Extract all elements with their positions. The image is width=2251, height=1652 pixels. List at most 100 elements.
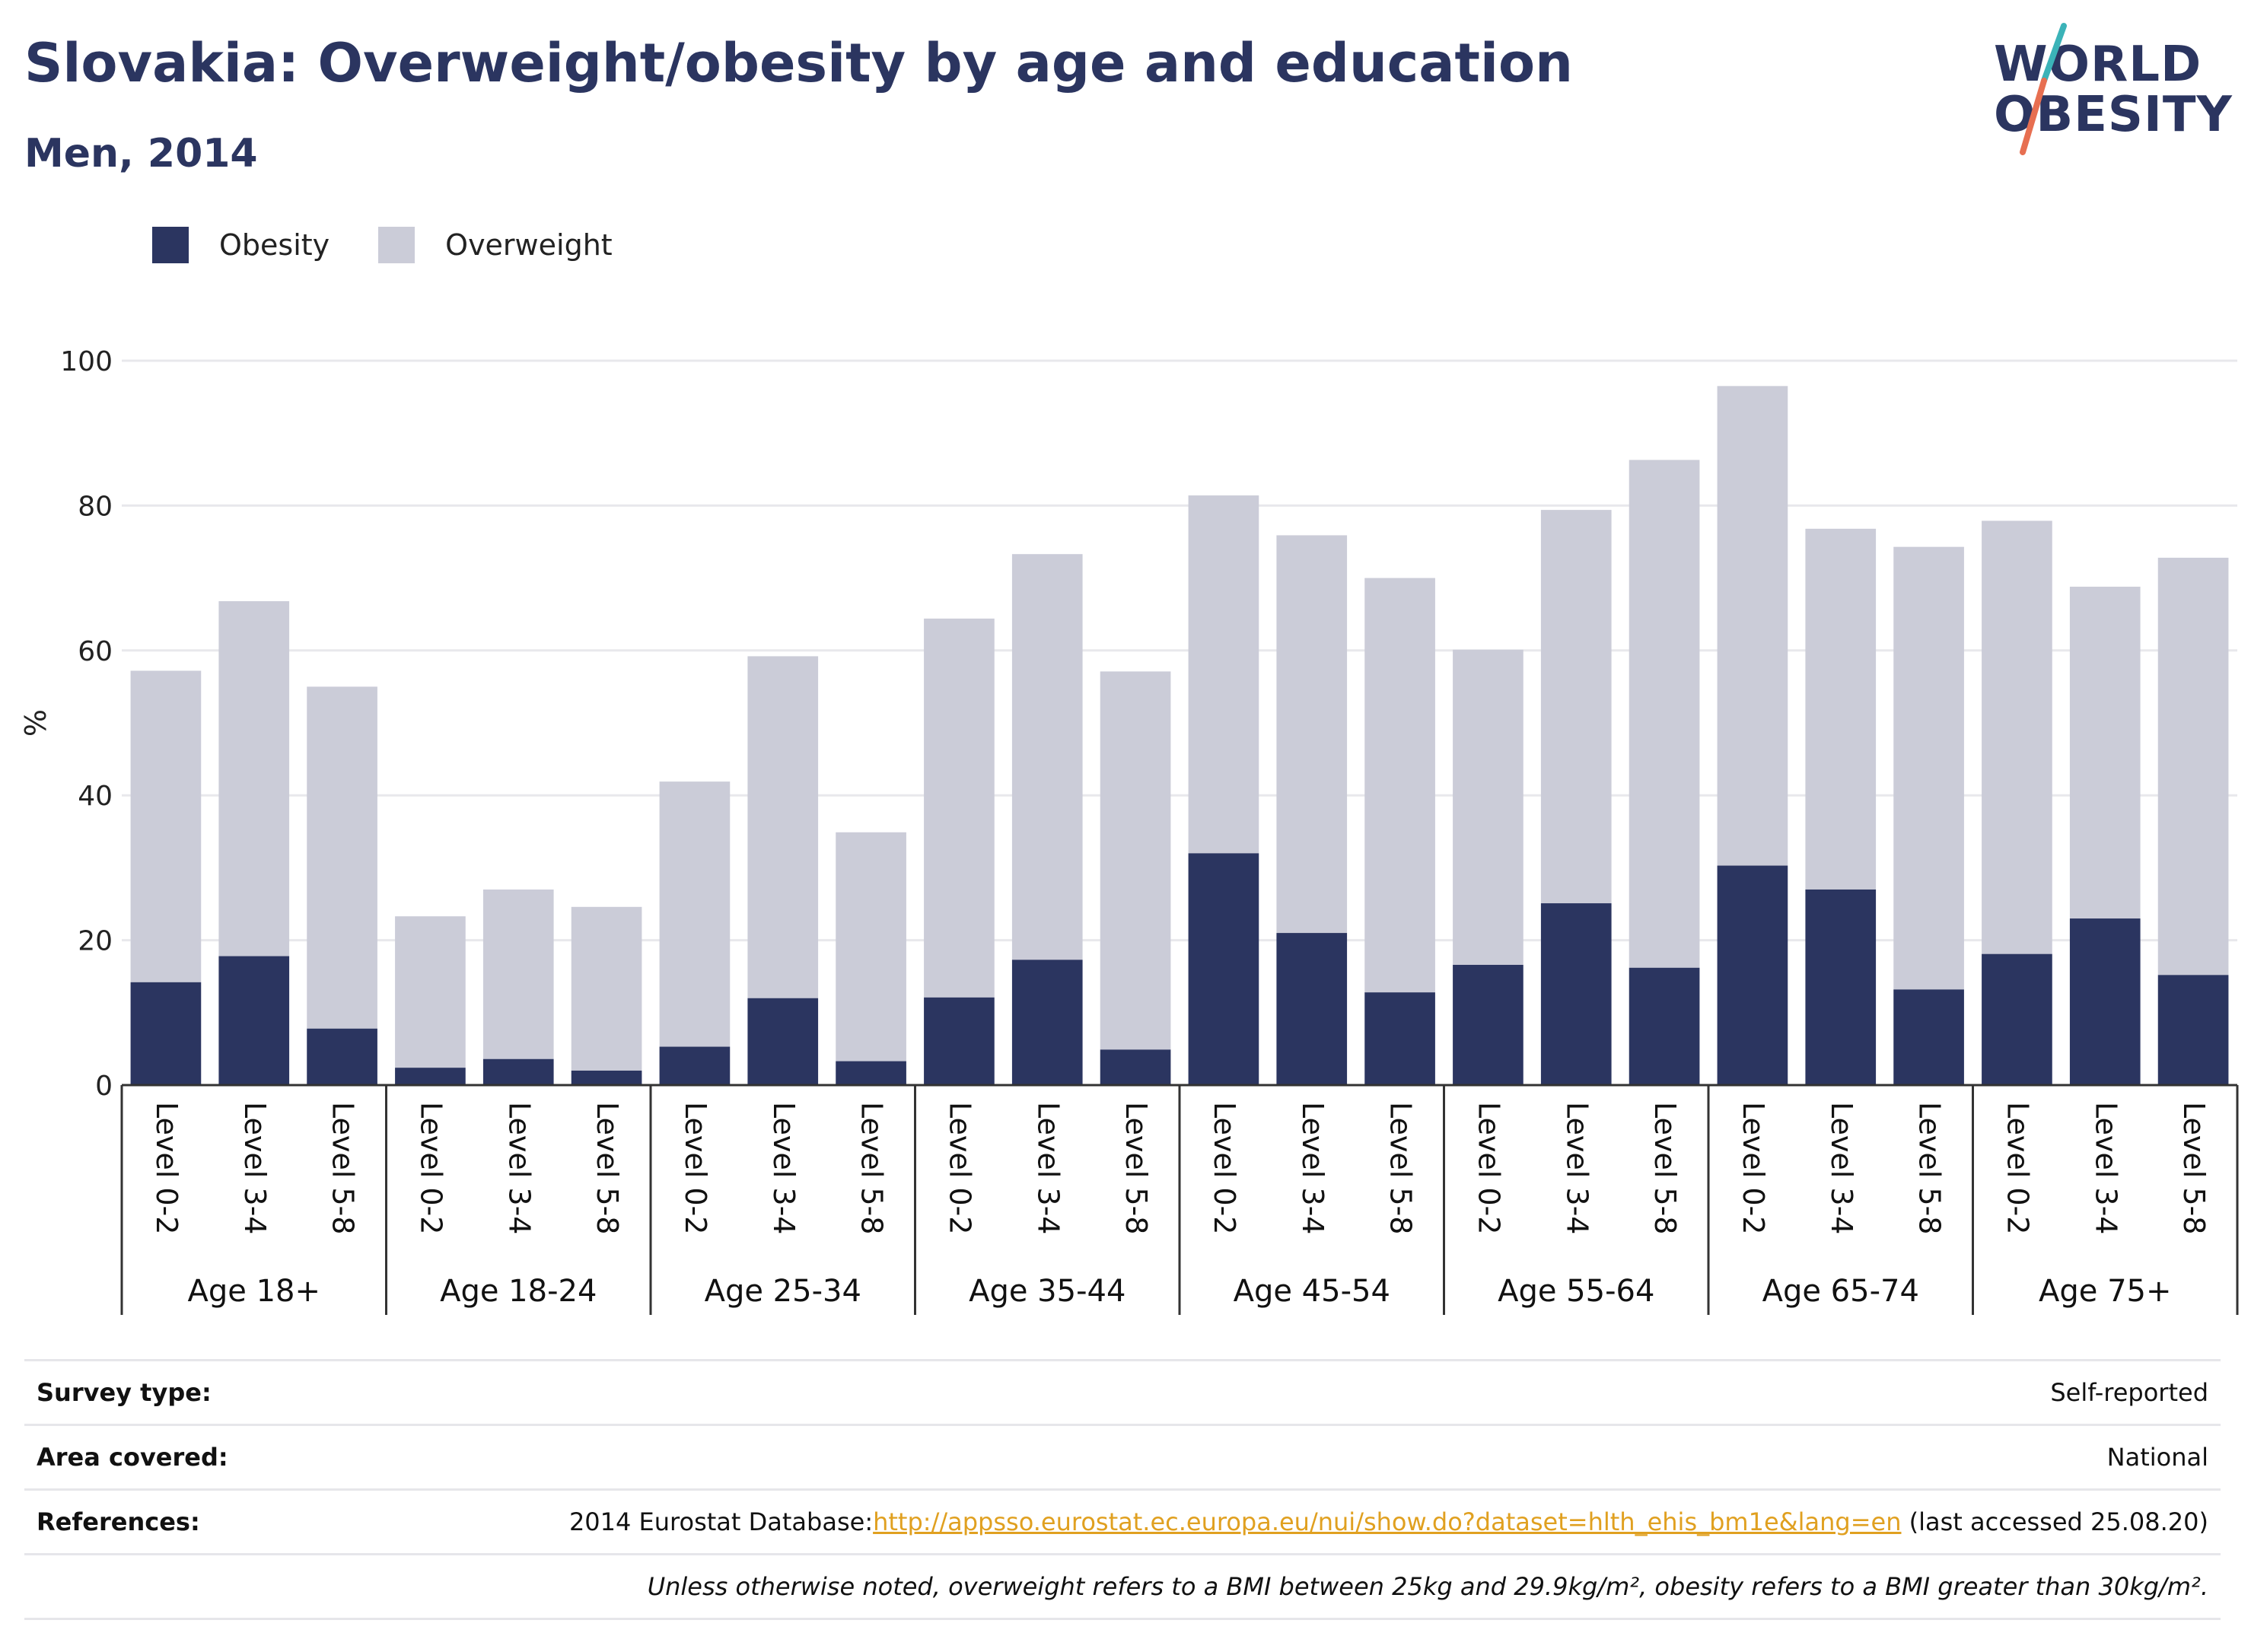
stacked-bar-chart: 0 20 40 60 80 100% Level 0-2 Level 3-4 Level 5-8… <box>19 346 2239 1315</box>
x-group-label: Age 25-34 <box>705 1274 861 1309</box>
x-group-label: Age 18+ <box>188 1274 321 1309</box>
obesity-bar <box>1982 953 2052 1085</box>
x-category-label: Level 0-2 <box>2001 1102 2034 1234</box>
reference-suffix: (last accessed 25.08.20) <box>1901 1507 2208 1536</box>
x-group-label: Age 35-44 <box>969 1274 1126 1309</box>
x-group-label: Age 75+ <box>2039 1274 2172 1309</box>
meta-row-area-covered: Area covered: National <box>24 1424 2221 1488</box>
x-category-label: Level 0-2 <box>679 1102 712 1234</box>
obesity-bar <box>1540 903 1612 1085</box>
obesity-bar <box>1805 889 1877 1085</box>
meta-value: Self-reported <box>2050 1378 2208 1407</box>
obesity-bar <box>836 1061 906 1085</box>
meta-key: Area covered: <box>37 1443 228 1472</box>
overweight-bar <box>1364 578 1435 993</box>
x-group-label: Age 55-64 <box>1498 1274 1654 1309</box>
x-category-label: Level 0-2 <box>414 1102 447 1234</box>
obesity-bar <box>482 1058 554 1085</box>
overweight-bar <box>2157 557 2229 976</box>
obesity-bar <box>1364 992 1435 1085</box>
overweight-bar <box>218 601 290 957</box>
x-category-label: Level 5-8 <box>1384 1102 1418 1234</box>
overweight-bar <box>924 618 995 998</box>
overweight-bar <box>1893 546 1964 990</box>
x-category-label: Level 5-8 <box>591 1102 624 1234</box>
overweight-bar <box>395 916 466 1068</box>
x-category-label: Level 0-2 <box>943 1102 976 1234</box>
obesity-bar <box>659 1046 731 1085</box>
obesity-bar <box>1100 1049 1171 1085</box>
x-group-label: Age 65-74 <box>1762 1274 1919 1309</box>
reference-link[interactable]: http://appsso.eurostat.ec.europa.eu/nui/… <box>873 1507 1902 1536</box>
meta-key: References: <box>37 1507 200 1536</box>
obesity-bar <box>1276 933 1348 1085</box>
x-category-label: Level 5-8 <box>1913 1102 1947 1234</box>
x-group-label: Age 18-24 <box>440 1274 597 1309</box>
obesity-bar <box>1011 960 1083 1085</box>
x-category-label: Level 0-2 <box>1737 1102 1770 1234</box>
y-tick-label: 60 <box>78 636 113 667</box>
x-category-label: Level 5-8 <box>1119 1102 1153 1234</box>
x-category-label: Level 5-8 <box>855 1102 889 1234</box>
overweight-bar <box>571 906 642 1071</box>
legend-item-overweight[interactable]: Overweight <box>378 227 613 263</box>
reference-prefix: 2014 Eurostat Database: <box>568 1507 874 1536</box>
x-category-label: Level 0-2 <box>1208 1102 1241 1234</box>
y-tick-label: 20 <box>78 926 113 957</box>
overweight-bar <box>2069 587 2141 919</box>
x-category-label: Level 3-4 <box>1560 1102 1594 1234</box>
obesity-bar <box>747 998 819 1085</box>
obesity-bar <box>307 1028 377 1085</box>
obesity-bar <box>1453 964 1523 1085</box>
obesity-bar <box>924 997 995 1085</box>
chart-legend: Obesity Overweight <box>152 227 661 263</box>
y-tick-label: 100 <box>60 346 113 377</box>
obesity-bar <box>1717 865 1788 1085</box>
obesity-bar <box>1893 989 1964 1085</box>
overweight-bar <box>1717 386 1788 866</box>
legend-label-obesity: Obesity <box>219 228 330 262</box>
meta-value: National <box>2106 1443 2208 1472</box>
metadata-table: Survey type: Self-reported Area covered:… <box>24 1359 2221 1620</box>
x-category-label: Level 3-4 <box>1031 1102 1065 1234</box>
overweight-bar <box>307 686 377 1029</box>
meta-row-references: References: 2014 Eurostat Database:http:… <box>24 1488 2221 1553</box>
obesity-bar <box>218 956 290 1085</box>
x-category-label: Level 5-8 <box>1648 1102 1682 1234</box>
obesity-bar <box>2157 975 2229 1085</box>
overweight-bar <box>659 781 731 1047</box>
chart-subtitle: Men, 2014 <box>24 131 258 177</box>
overweight-bar <box>1011 554 1083 960</box>
obesity-bar <box>571 1070 642 1085</box>
legend-label-overweight: Overweight <box>445 228 613 262</box>
x-group-label: Age 45-54 <box>1234 1274 1390 1309</box>
overweight-bar <box>1805 528 1877 890</box>
overweight-bar <box>130 670 202 982</box>
logo-slash-icon <box>2020 23 2067 155</box>
overweight-bar <box>1188 495 1259 854</box>
obesity-bar <box>2069 918 2141 1085</box>
x-category-label: Level 0-2 <box>1472 1102 1505 1234</box>
y-tick-label: 80 <box>78 491 113 522</box>
overweight-bar <box>747 656 819 998</box>
overweight-bar <box>1540 510 1612 904</box>
overweight-bar <box>1100 671 1171 1050</box>
meta-value: 2014 Eurostat Database:http://appsso.eur… <box>569 1507 2208 1536</box>
obesity-swatch <box>152 227 189 263</box>
x-category-label: Level 5-8 <box>326 1102 360 1234</box>
meta-row-note: Unless otherwise noted, overweight refer… <box>24 1553 2221 1620</box>
chart-title: Slovakia: Overweight/obesity by age and … <box>24 32 1573 94</box>
legend-item-obesity[interactable]: Obesity <box>152 227 330 263</box>
obesity-bar <box>1188 853 1259 1085</box>
overweight-bar <box>1453 649 1523 965</box>
world-obesity-logo: WORLD OBESITY <box>1979 15 2237 167</box>
overweight-bar <box>836 832 906 1062</box>
x-category-label: Level 3-4 <box>1825 1102 1858 1234</box>
obesity-bar <box>395 1068 466 1085</box>
overweight-bar <box>482 889 554 1059</box>
obesity-bar <box>130 982 202 1085</box>
logo-line-1: WORLD <box>1994 37 2202 93</box>
x-category-label: Level 3-4 <box>1296 1102 1329 1234</box>
x-category-label: Level 3-4 <box>767 1102 801 1234</box>
meta-key: Survey type: <box>37 1378 212 1407</box>
